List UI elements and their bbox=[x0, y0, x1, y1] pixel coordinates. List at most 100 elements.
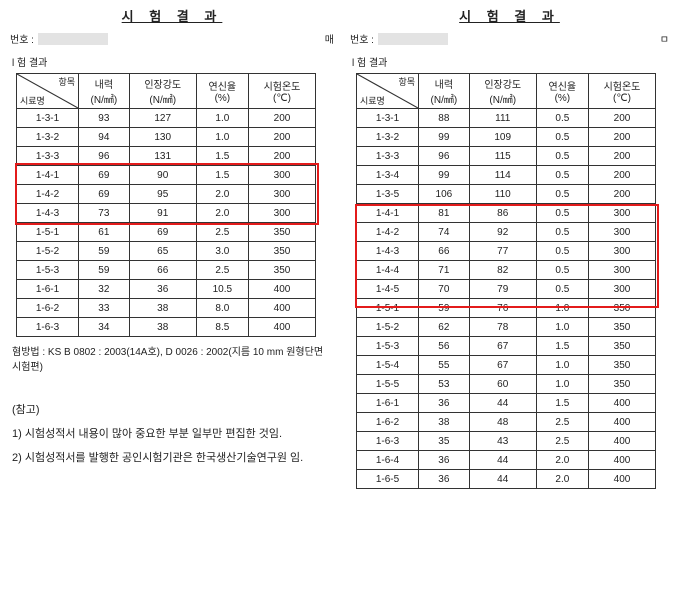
cell: 69 bbox=[129, 223, 196, 242]
cell: 1-6-2 bbox=[357, 413, 419, 432]
cell: 1.5 bbox=[536, 337, 588, 356]
cell: 1-4-2 bbox=[17, 185, 79, 204]
cell: 76 bbox=[469, 299, 536, 318]
table-row: 1-6-233388.0400 bbox=[17, 299, 316, 318]
col-0r: 내력(N/㎟) bbox=[419, 74, 470, 109]
cell: 1-5-4 bbox=[357, 356, 419, 375]
cell: 96 bbox=[79, 147, 130, 166]
col-2: 연신율(%) bbox=[196, 74, 248, 109]
cell: 350 bbox=[588, 375, 655, 394]
cell: 36 bbox=[419, 470, 470, 489]
cell: 350 bbox=[248, 223, 315, 242]
cell: 1-5-5 bbox=[357, 375, 419, 394]
cell: 1.0 bbox=[196, 109, 248, 128]
cell: 1-6-4 bbox=[357, 451, 419, 470]
cell: 1-4-1 bbox=[17, 166, 79, 185]
table-row: 1-4-269952.0300 bbox=[17, 185, 316, 204]
cell: 77 bbox=[469, 242, 536, 261]
cell: 400 bbox=[588, 394, 655, 413]
cell: 2.5 bbox=[536, 413, 588, 432]
col-1r: 인장강도(N/㎟) bbox=[469, 74, 536, 109]
cell: 99 bbox=[419, 128, 470, 147]
cell: 38 bbox=[419, 413, 470, 432]
cell: 350 bbox=[588, 337, 655, 356]
cell: 1-4-3 bbox=[357, 242, 419, 261]
cell: 200 bbox=[248, 147, 315, 166]
cell: 130 bbox=[129, 128, 196, 147]
notes-head: (참고) bbox=[12, 401, 334, 421]
table-row: 1-6-536442.0400 bbox=[357, 470, 656, 489]
col-3r: 시험온도(℃) bbox=[588, 74, 655, 109]
cell: 200 bbox=[588, 185, 655, 204]
cell: 400 bbox=[588, 432, 655, 451]
table-row: 1-6-335432.5400 bbox=[357, 432, 656, 451]
cell: 200 bbox=[588, 147, 655, 166]
right-table-wrap: 항목 시료명 내력(N/㎟) 인장강도(N/㎟) 연신율(%) 시험온도(℃) … bbox=[350, 73, 669, 489]
cell: 93 bbox=[79, 109, 130, 128]
col-3: 시험온도(℃) bbox=[248, 74, 315, 109]
colhead-sample-r: 시료명 bbox=[360, 94, 385, 107]
cell: 69 bbox=[79, 166, 130, 185]
table-row: 1-4-274920.5300 bbox=[357, 223, 656, 242]
cell: 1.0 bbox=[536, 356, 588, 375]
table-row: 1-5-359662.5350 bbox=[17, 261, 316, 280]
cell: 66 bbox=[419, 242, 470, 261]
cell: 200 bbox=[248, 109, 315, 128]
cell: 2.5 bbox=[196, 261, 248, 280]
cell: 0.5 bbox=[536, 242, 588, 261]
cell: 1-4-4 bbox=[357, 261, 419, 280]
note-1: 1) 시험성적서 내용이 많아 중요한 부분 일부만 편집한 것임. bbox=[12, 425, 334, 445]
cell: 200 bbox=[588, 109, 655, 128]
table-row: 1-4-181860.5300 bbox=[357, 204, 656, 223]
cell: 1-3-5 bbox=[357, 185, 419, 204]
table-row: 1-5-455671.0350 bbox=[357, 356, 656, 375]
cell: 1-3-1 bbox=[17, 109, 79, 128]
cell: 92 bbox=[469, 223, 536, 242]
table-row: 1-5-356671.5350 bbox=[357, 337, 656, 356]
cell: 1-6-5 bbox=[357, 470, 419, 489]
cell: 3.0 bbox=[196, 242, 248, 261]
label-no: 번호 : bbox=[10, 31, 34, 46]
cell: 1-6-1 bbox=[357, 394, 419, 413]
cell: 114 bbox=[469, 166, 536, 185]
label-no-r: 번호 : bbox=[350, 31, 374, 46]
cell: 1-3-2 bbox=[357, 128, 419, 147]
table-row: 1-4-471820.5300 bbox=[357, 261, 656, 280]
table-row: 1-5-262781.0350 bbox=[357, 318, 656, 337]
cell: 1-6-3 bbox=[17, 318, 79, 337]
cell: 36 bbox=[419, 394, 470, 413]
cell: 1-3-4 bbox=[357, 166, 419, 185]
cell: 1-4-5 bbox=[357, 280, 419, 299]
cell: 8.5 bbox=[196, 318, 248, 337]
col-1: 인장강도(N/㎟) bbox=[129, 74, 196, 109]
cell: 1.5 bbox=[536, 394, 588, 413]
cell: 66 bbox=[129, 261, 196, 280]
table-row: 1-4-373912.0300 bbox=[17, 204, 316, 223]
cell: 0.5 bbox=[536, 185, 588, 204]
table-row: 1-3-2941301.0200 bbox=[17, 128, 316, 147]
right-panel: 시 험 결 과 번호 : ㅁ l 험 결과 항목 시료명 내력(N/㎟) 인장강… bbox=[340, 0, 675, 592]
cell: 350 bbox=[248, 261, 315, 280]
cell: 44 bbox=[469, 470, 536, 489]
cell: 2.0 bbox=[536, 470, 588, 489]
cell: 300 bbox=[588, 280, 655, 299]
cell: 10.5 bbox=[196, 280, 248, 299]
cell: 300 bbox=[588, 261, 655, 280]
cell: 127 bbox=[129, 109, 196, 128]
cell: 200 bbox=[588, 166, 655, 185]
cell: 350 bbox=[588, 356, 655, 375]
cell: 1-5-1 bbox=[357, 299, 419, 318]
cell: 1-5-2 bbox=[17, 242, 79, 261]
right-tbody: 1-3-1881110.52001-3-2991090.52001-3-3961… bbox=[357, 109, 656, 489]
cell: 1-5-3 bbox=[17, 261, 79, 280]
heading-left: 시 험 결 과 bbox=[10, 6, 334, 25]
heading-right: 시 험 결 과 bbox=[350, 6, 669, 25]
table-row: 1-4-570790.5300 bbox=[357, 280, 656, 299]
cell: 1-4-1 bbox=[357, 204, 419, 223]
cell: 1.5 bbox=[196, 166, 248, 185]
label-page-r: ㅁ bbox=[660, 31, 669, 46]
number-row-left: 번호 : 매 bbox=[10, 31, 334, 46]
label-page: 매 bbox=[325, 31, 334, 46]
diag-header-r: 항목 시료명 bbox=[357, 74, 419, 109]
cell: 0.5 bbox=[536, 109, 588, 128]
